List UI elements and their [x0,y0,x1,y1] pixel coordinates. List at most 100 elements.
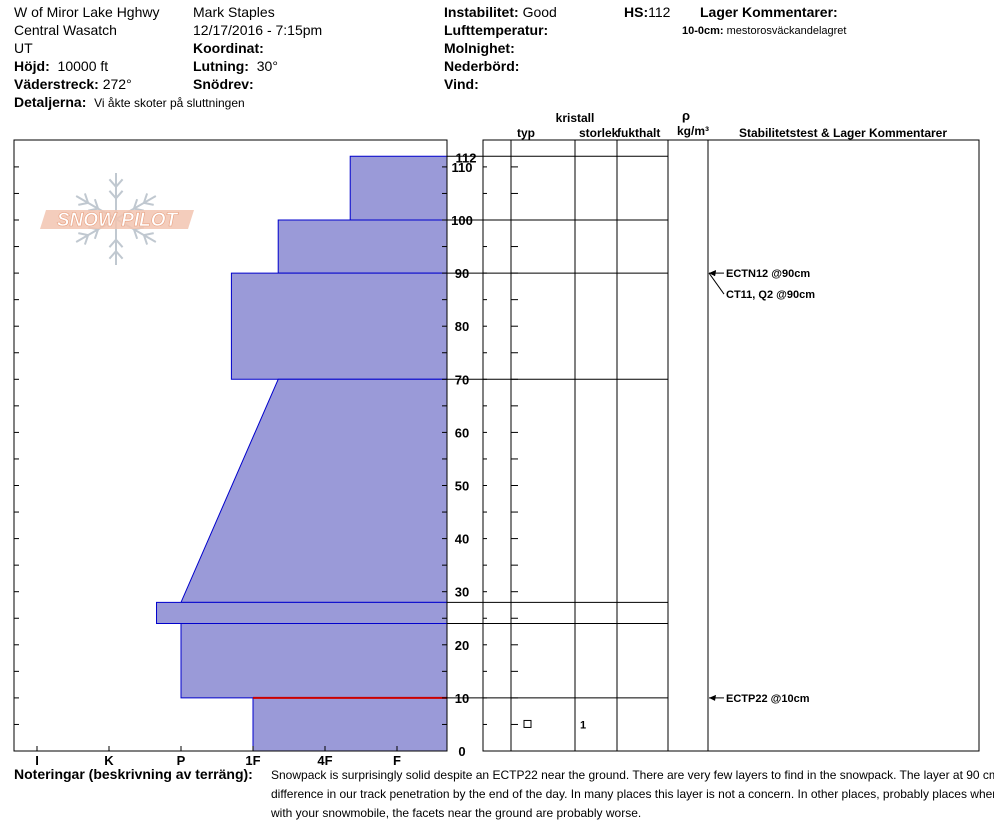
elevation-label: Höjd: [14,58,50,74]
aspect-label: Väderstreck: [14,76,99,92]
layer-comment: 10-0cm: mestorosväckandelagret [682,22,846,40]
wind-label: Vind: [444,76,479,92]
hardness-label: K [104,753,114,766]
air-temp-label: Lufttemperatur: [444,22,549,38]
details: Detaljerna: Vi åkte skoter på sluttninge… [14,93,245,112]
notes-line: difference in our track penetration by t… [271,787,994,801]
snowflake-branch [93,229,100,240]
snowflake-branch [132,198,139,209]
notes-label: Noteringar (beskrivning av terräng): [14,766,253,782]
coordinate-label: Koordinat: [193,40,264,56]
hardness-ticks [14,166,447,752]
snowflake-branch [115,178,124,188]
snowflake-branch [108,250,117,260]
header-rho: ρ [682,108,690,123]
hardness-label: P [177,753,186,766]
column-headers: typ kristall storlek fukthalt ρ kg/m³ St… [517,108,947,140]
stability-test-label: CT11, Q2 @90cm [726,289,815,301]
observer: Mark Staples [193,4,275,20]
layer-rows [447,155,668,699]
snowflake-branch [115,250,124,260]
layer-comment-text: mestorosväckandelagret [726,25,847,37]
layer-comments-label: Lager Kommentarer: [700,4,838,20]
depth-label: 110 [452,160,473,175]
elevation: Höjd: 10000 ft [14,57,108,75]
hardness-layer [252,697,448,752]
snow-profile-chart: SNOW PILOT I K P 1F 4F F 01020304050607080901… [13,108,980,766]
stability-test-label: ECTN12 @90cm [726,268,810,280]
facet-grain-icon [523,719,532,728]
table-ticks [483,166,518,752]
header-density-unit: kg/m³ [677,124,709,138]
snowflake-branch [83,193,90,204]
depth-label: 30 [455,585,469,600]
slope-label: Lutning: [193,58,249,74]
snowflake-branch [132,229,139,240]
hardness-scale-labels: I K P 1F 4F F [35,753,401,766]
depth-label: 50 [455,479,469,494]
depth-label: 80 [455,319,469,334]
slope-value: 30° [256,58,278,74]
snowflake-branch [108,178,117,188]
datetime: 12/17/2016 - 7:15pm [193,22,323,38]
hs: HS:112 [624,3,670,21]
snowflake-branch [108,239,117,248]
hardness-label: 4F [317,753,332,766]
details-value: Vi åkte skoter på sluttningen [94,96,245,110]
layer-comment-range: 10-0cm: [682,25,724,37]
header-storlek: storlek [579,126,619,140]
grain-markers: 1 [523,719,586,731]
grain-size-label: 1 [580,719,586,731]
header-kristall: kristall [556,111,595,125]
snowflake-branch [93,198,100,209]
snowflake-branch [143,232,154,237]
density-column [667,139,709,752]
notes-line: Snowpack is surprisingly solid despite a… [271,768,994,782]
test-pointer [708,272,725,295]
elevation-value: 10000 ft [57,58,109,74]
hardness-profile [156,155,448,752]
hardness-layer [230,272,448,380]
wind-loading-label: Snödrev: [193,76,254,92]
snowflake-branch [115,190,124,199]
arrow-head-icon [709,694,716,701]
notes-line: with your snowmobile, the facets near th… [271,806,642,820]
depth-top-label: 112 [456,150,477,165]
aspect-value: 272° [102,76,132,92]
snowflake-branch [83,234,90,245]
notes-text: Snowpack is surprisingly solid despite a… [271,766,994,826]
hardness-layer [156,601,448,625]
depth-label: 60 [455,425,469,440]
hardness-plot-frame [13,139,448,752]
hardness-layer [180,623,448,699]
depth-label: 0 [458,744,465,759]
region: Central Wasatch [14,22,117,38]
stability-tests: ECTN12 @90cm CT11, Q2 @90cm ECTP22 @10cm [708,268,815,705]
hardness-layer [180,378,448,603]
hardness-layer [277,219,448,274]
instability: Instabilitet: Good [444,3,557,21]
snowflake-branch [142,234,149,245]
arrow-head-icon [709,270,716,277]
stability-test-label: ECTP22 @10cm [726,693,810,705]
snowflake-branch [115,239,124,248]
header-stability: Stabilitetstest & Lager Kommentarer [739,126,947,140]
layer-table: 1 ECTN12 @90cm CT11, Q2 @90cm ECTP22 @10cm [447,139,980,752]
header-fukthalt: fukthalt [617,126,660,140]
instability-label: Instabilitet: [444,4,519,20]
snowflake-branch [143,201,154,206]
hardness-label: I [35,753,39,766]
snowpilot-logo: SNOW PILOT [40,173,194,265]
state: UT [14,40,33,56]
aspect: Väderstreck: 272° [14,75,132,93]
hs-label: HS: [624,4,649,20]
instability-value: Good [522,4,557,20]
snowflake-branch [108,190,117,199]
slope: Lutning: 30° [193,57,278,75]
snowflake-branch [142,193,149,204]
details-label: Detaljerna: [14,94,87,110]
header-typ: typ [517,126,535,140]
logo-banner [40,210,194,229]
hardness-label: F [393,753,401,766]
